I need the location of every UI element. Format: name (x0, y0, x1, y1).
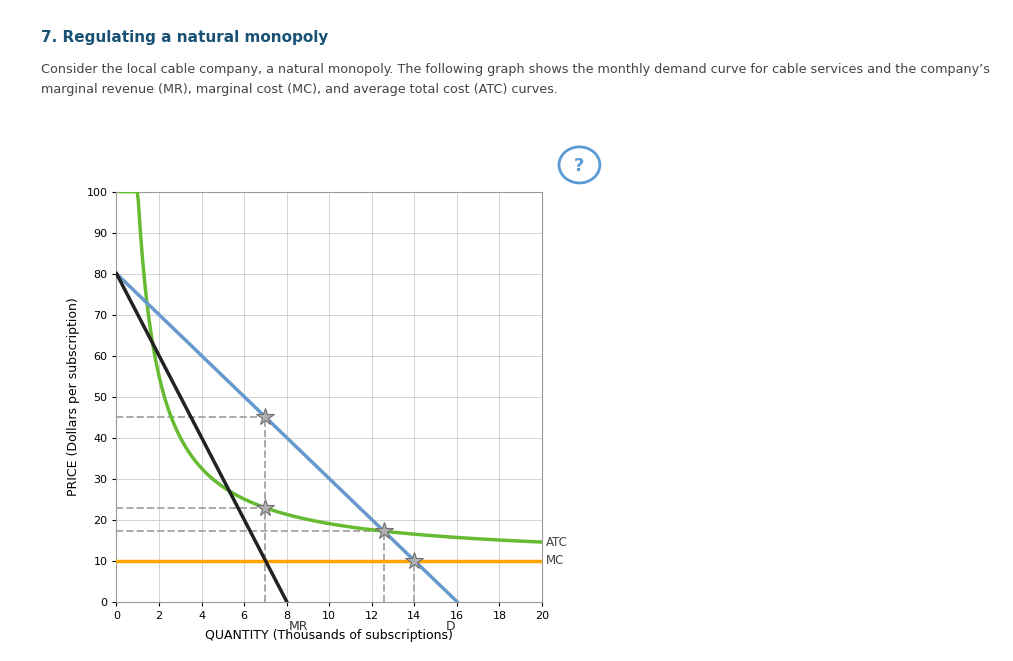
Text: 7. Regulating a natural monopoly: 7. Regulating a natural monopoly (41, 30, 328, 45)
X-axis label: QUANTITY (Thousands of subscriptions): QUANTITY (Thousands of subscriptions) (206, 629, 453, 642)
Text: ATC: ATC (546, 535, 568, 549)
Text: D: D (446, 620, 456, 633)
Text: MC: MC (546, 554, 564, 567)
Y-axis label: PRICE (Dollars per subscription): PRICE (Dollars per subscription) (67, 297, 80, 496)
Text: ?: ? (574, 157, 585, 175)
Text: Consider the local cable company, a natural monopoly. The following graph shows : Consider the local cable company, a natu… (41, 63, 990, 96)
Text: MR: MR (289, 620, 308, 633)
